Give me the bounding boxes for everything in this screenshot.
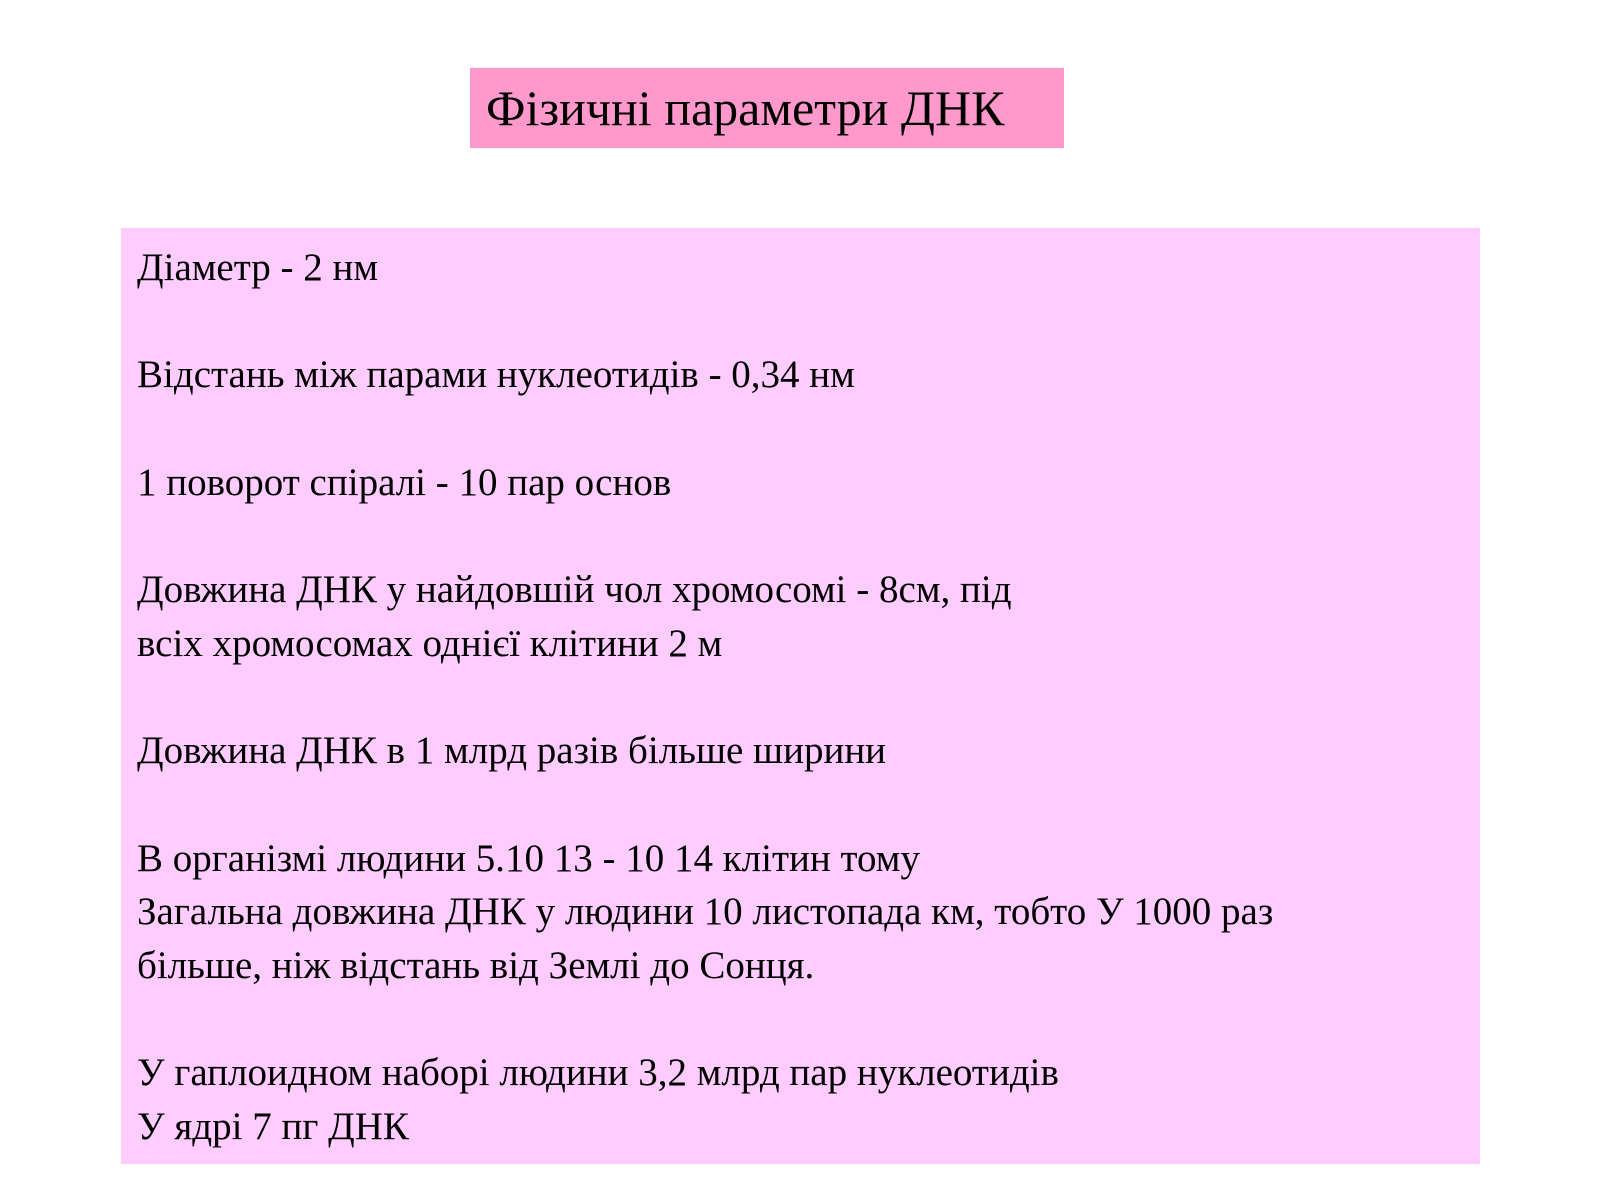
content-line: більше, ніж відстань від Землі до Сонця.	[137, 943, 815, 987]
content-line: У гаплоидном наборі людини 3,2 млрд пар …	[137, 1051, 1059, 1095]
content-line: Довжина ДНК у найдовшій чол хромосомі - …	[137, 568, 1012, 612]
slide-title: Фізичні параметри ДНК	[486, 80, 1005, 136]
blank-line	[137, 509, 1480, 563]
content-line: 1 поворот спіралі - 10 пар основ	[137, 460, 672, 504]
blank-line	[137, 402, 1480, 456]
blank-line	[137, 295, 1480, 349]
content-line: Відстань між парами нуклеотидів - 0,34 н…	[137, 353, 855, 397]
blank-line	[137, 993, 1480, 1047]
blank-line	[137, 778, 1480, 832]
slide-title-box: Фізичні параметри ДНК	[470, 68, 1064, 148]
content-line: всіх хромосомах однієї клітини 2 м	[137, 621, 723, 665]
blank-line	[137, 671, 1480, 725]
content-line: Діаметр - 2 нм	[137, 246, 379, 289]
content-line: Довжина ДНК в 1 млрд разів більше ширини	[137, 729, 887, 773]
slide-content-box: Діаметр - 2 нм Відстань між парами нуклео…	[121, 228, 1480, 1164]
content-line: Загальна довжина ДНК у людини 10 листопа…	[137, 890, 1274, 934]
content-line: У ядрі 7 пг ДНК	[137, 1105, 409, 1148]
content-line: В організмі людини 5.10 13 - 10 14 кліти…	[137, 836, 920, 880]
